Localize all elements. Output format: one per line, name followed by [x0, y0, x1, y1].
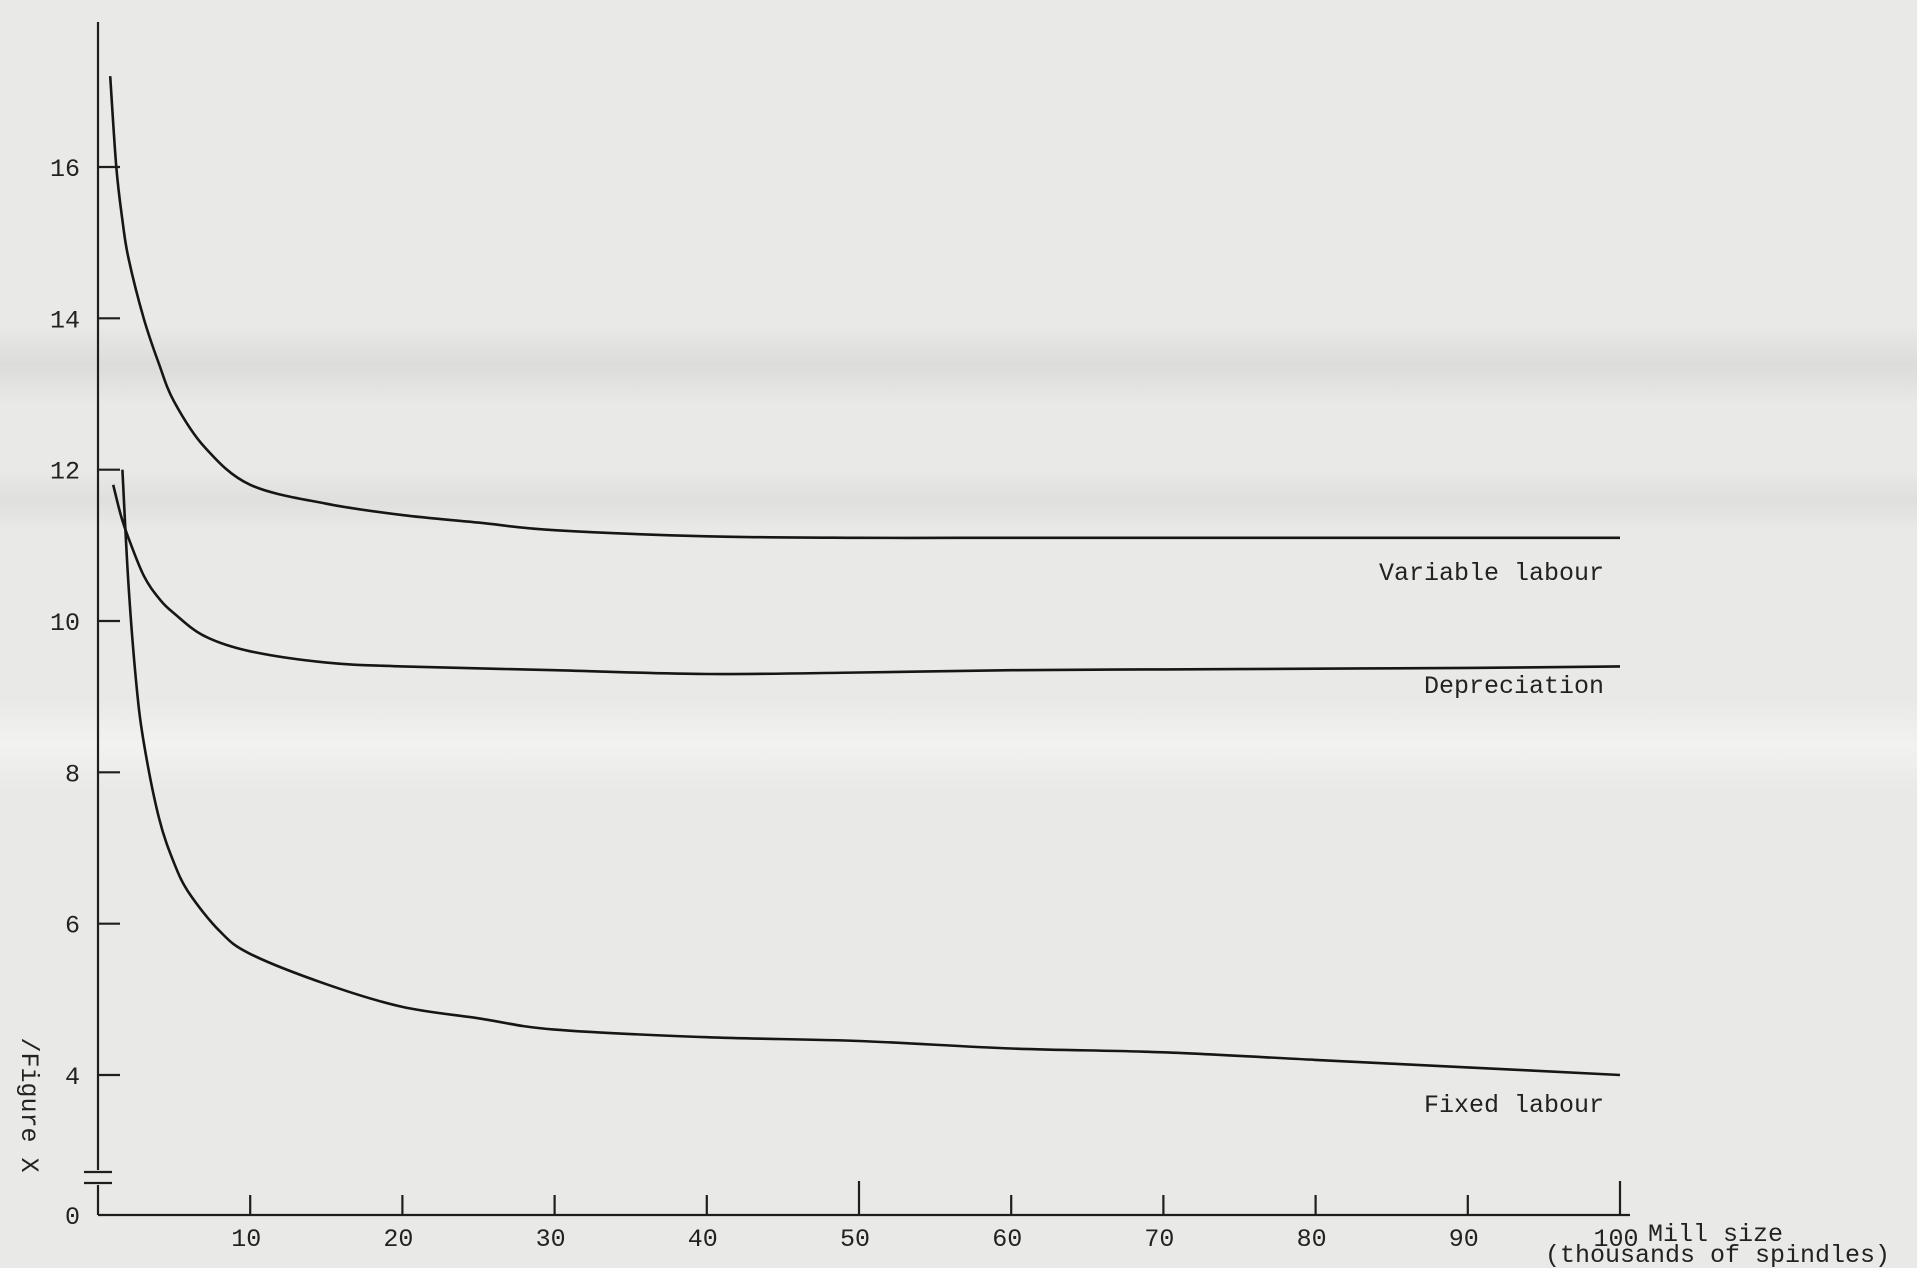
- axes: [84, 22, 1630, 1217]
- y-tick-label: 14: [50, 306, 80, 335]
- series-label-depreciation: Depreciation: [1424, 672, 1604, 701]
- series-line-variable-labour: [108, 76, 1620, 540]
- x-tick-label: 20: [383, 1225, 413, 1254]
- x-tick-label: 90: [1449, 1225, 1479, 1254]
- y-tick-label: 12: [50, 458, 80, 487]
- x-tick-label: 70: [1144, 1225, 1174, 1254]
- x-tick-label: 10: [231, 1225, 261, 1254]
- x-tick-label: 100: [1593, 1225, 1638, 1254]
- x-tick-label: 50: [840, 1225, 870, 1254]
- scan-band: [0, 470, 1917, 530]
- y-tick-label: 4: [65, 1063, 80, 1092]
- series-line-depreciation: [111, 484, 1621, 676]
- curves: Variable labour Depreciation Fixed labour: [108, 76, 1621, 1120]
- y-axis-label-prefix: /: [14, 1037, 43, 1052]
- y-tick-label: 16: [50, 155, 80, 184]
- x-tick-label: 30: [536, 1225, 566, 1254]
- scan-band: [0, 325, 1917, 405]
- scan-band: [0, 700, 1917, 790]
- y-tick-label: 10: [50, 609, 80, 638]
- y-tick-label: 0: [65, 1203, 80, 1232]
- y-tick-label: 6: [65, 912, 80, 941]
- ticks: 0 4 6 8 10 12 14 16 10 20 30 40 50 60 70 80 90 100: [50, 155, 1639, 1254]
- x-tick-label: 80: [1297, 1225, 1327, 1254]
- series-label-fixed-labour: Fixed labour: [1424, 1091, 1604, 1120]
- series-label-variable-labour: Variable labour: [1379, 559, 1604, 588]
- x-tick-label: 60: [992, 1225, 1022, 1254]
- x-tick-label: 40: [688, 1225, 718, 1254]
- y-axis-label: /Figure X: [14, 1037, 43, 1172]
- y-axis-label-text: Figure X: [14, 1052, 43, 1172]
- series-line-fixed-labour: [121, 469, 1621, 1077]
- x-axis-label: Mill size: [1648, 1220, 1783, 1249]
- x-axis-label-line2: (thousands of spindles): [1545, 1241, 1890, 1268]
- labels: /Figure X Mill size (thousands of spindl…: [14, 1037, 1890, 1268]
- y-tick-label: 8: [65, 760, 80, 789]
